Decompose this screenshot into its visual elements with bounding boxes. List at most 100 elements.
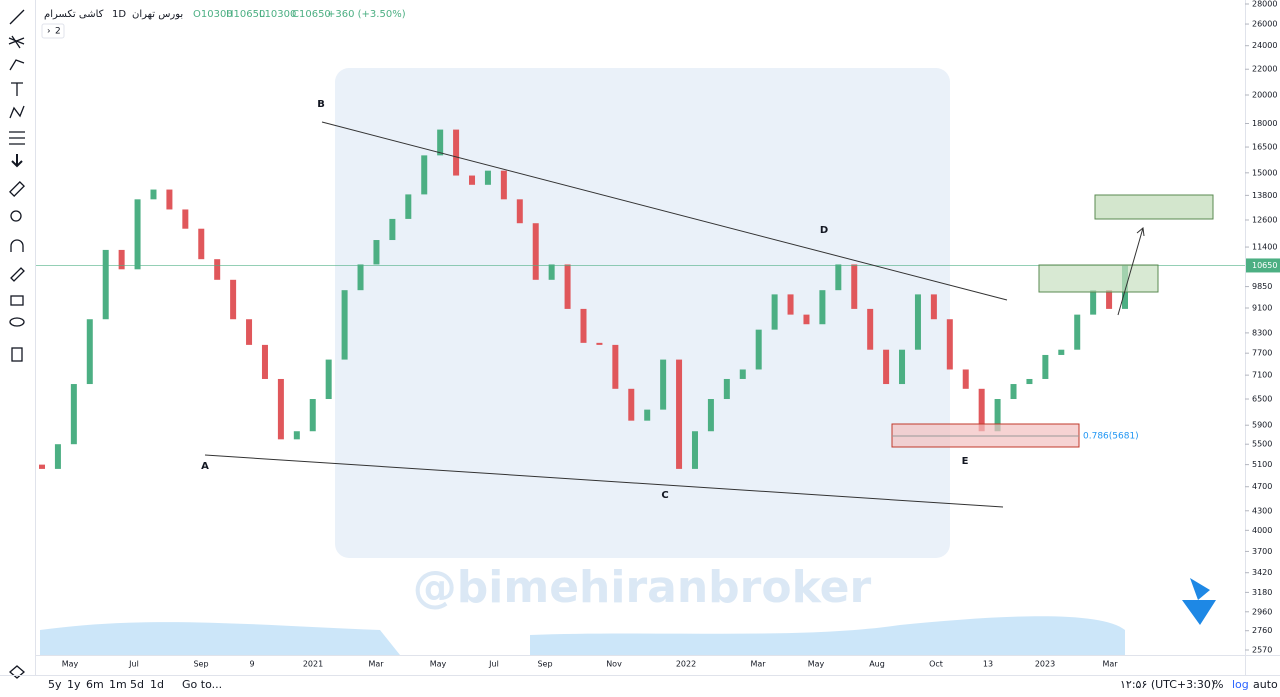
candle [134,199,141,270]
candle [1074,314,1081,350]
y-tick-label: 2960 [1252,607,1272,616]
candle [453,129,460,176]
log-toggle[interactable]: log [1232,678,1249,691]
tool-magnet[interactable] [10,239,24,252]
candle [676,359,683,469]
x-tick-label: 2021 [303,660,323,669]
arrow[interactable] [1117,227,1145,316]
x-tick-label: Mar [750,660,766,669]
x-tick-label: Jul [128,660,139,669]
clock: ۱۲:۵۶ (UTC+3:30) [1120,678,1215,691]
tool-trash[interactable] [11,347,23,362]
candle [771,294,778,330]
candle [819,290,826,325]
candle [150,189,157,200]
candle [166,189,173,210]
indicator-count[interactable]: 2 [55,27,61,37]
range-button[interactable]: 5y [48,678,62,691]
trendline[interactable] [204,454,1004,508]
tool-pattern[interactable] [9,105,25,119]
ohlc-open: O10300 [193,9,233,20]
y-tick-label: 5100 [1252,460,1272,469]
auto-toggle[interactable]: auto [1253,678,1278,691]
point-label: C [661,490,668,501]
y-tick-label: 13800 [1252,191,1277,200]
x-tick-label: Sep [537,660,552,669]
tool-zoom[interactable] [10,210,22,222]
candle [373,240,380,265]
range-button[interactable]: 5d [130,678,144,691]
y-tick-label: 3700 [1252,547,1272,556]
candle [277,378,284,440]
candle [357,264,364,291]
point-label: D [820,225,828,236]
y-tick-label: 18000 [1252,119,1277,128]
candle [707,399,714,432]
tool-line[interactable] [9,9,25,25]
last-price-label: 10650 [1252,261,1277,270]
candle [230,279,237,320]
tool-lock-draw[interactable] [10,267,25,282]
candle [39,464,45,469]
y-tick-label: 9100 [1252,304,1272,313]
range-button[interactable]: 1d [150,678,164,691]
candle [660,359,667,410]
percent-toggle[interactable]: % [1213,678,1223,691]
candle [930,294,937,320]
tool-ruler[interactable] [9,181,25,197]
goto-button[interactable]: Go to... [182,678,222,691]
x-tick-label: 13 [983,660,993,669]
candle [564,264,571,309]
x-tick-label: Mar [1102,660,1118,669]
trendline[interactable] [321,121,1008,301]
target-box[interactable] [1038,264,1159,293]
candle [118,249,125,270]
candle [182,209,189,229]
y-tick-label: 20000 [1252,91,1277,100]
candle [421,155,428,195]
x-tick-label: 9 [249,660,254,669]
y-tick-label: 2760 [1252,626,1272,635]
tool-eye[interactable] [9,317,25,327]
tool-text[interactable] [11,82,23,96]
candle [596,342,603,345]
watermark-logo [335,68,950,558]
candle [293,431,300,440]
candle [787,294,794,315]
broker-logo [1182,578,1216,625]
y-tick-label: 7700 [1252,349,1272,358]
candle [946,319,953,370]
candle [723,378,730,400]
candle [851,264,858,309]
candle [54,444,61,469]
indicators-toggle[interactable] [41,23,65,39]
tool-arrow[interactable] [11,154,23,168]
candle [899,349,906,385]
range-button[interactable]: 6m [86,678,104,691]
watermark: @bimehiranbroker [413,562,872,613]
y-tick-label: 4300 [1252,506,1272,515]
candle [978,388,985,432]
candle [469,175,476,185]
candle [484,170,491,185]
tool-brush[interactable] [9,59,25,71]
x-tick-label: 2022 [676,660,696,669]
candle [389,218,396,241]
range-button[interactable]: 1y [67,678,81,691]
y-tick-label: 24000 [1252,41,1277,50]
candle [500,170,507,200]
candle [962,369,969,389]
candle [341,290,348,360]
target-box[interactable] [1094,194,1214,220]
x-tick-label: Sep [193,660,208,669]
candle [437,129,444,156]
tool-fib[interactable] [8,35,25,49]
candle [1106,290,1113,309]
tool-forecast[interactable] [9,131,25,145]
candle [261,344,268,379]
candle [246,319,253,345]
range-button[interactable]: 1m [109,678,127,691]
candle [214,259,221,280]
tool-lock[interactable] [10,295,24,306]
